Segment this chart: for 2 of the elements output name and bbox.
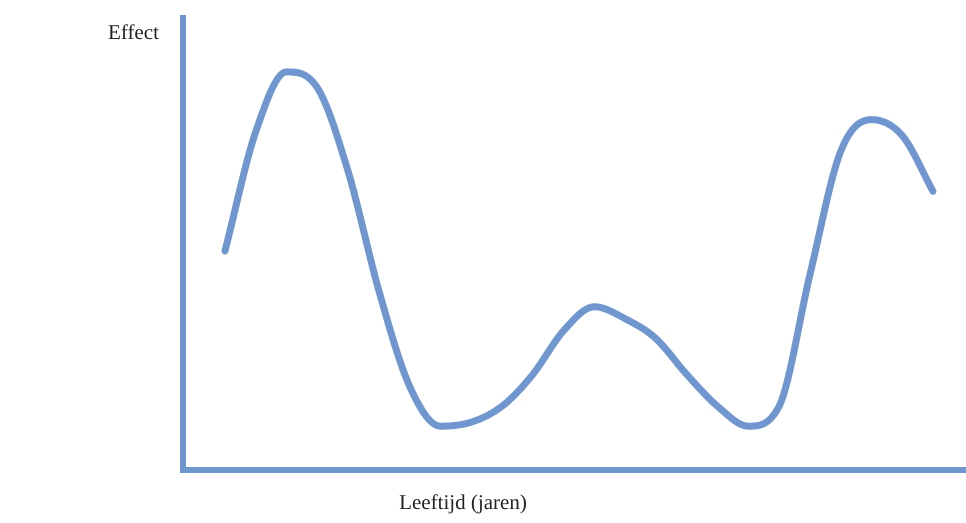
x-axis-title: Leeftijd (jaren) — [398, 490, 528, 515]
y-axis-title: Effect — [108, 20, 159, 45]
